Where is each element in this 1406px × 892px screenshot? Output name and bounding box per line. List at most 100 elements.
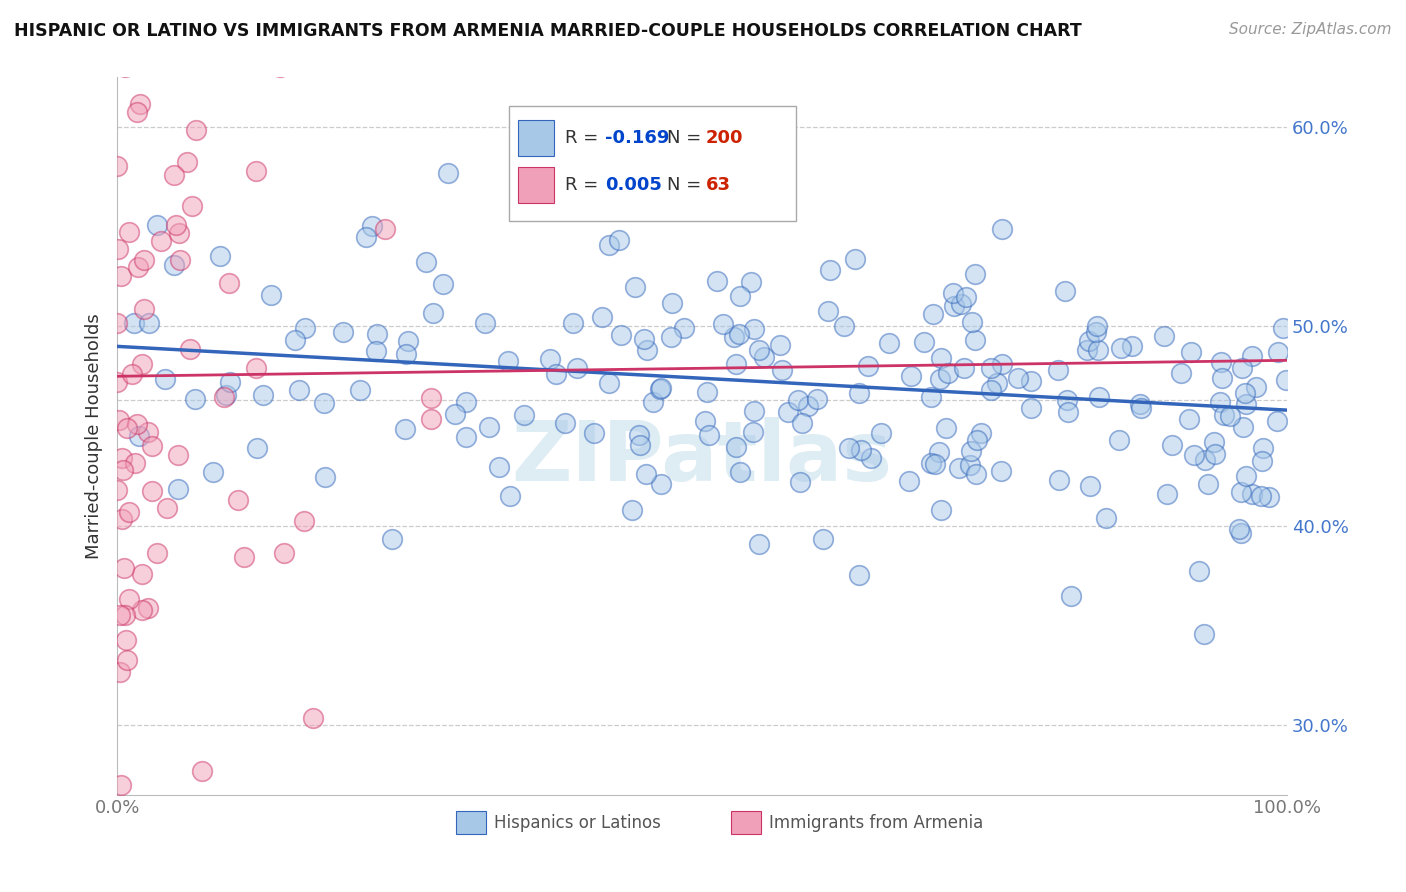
Point: [966, 434, 988, 448]
Point: [748, 537, 770, 551]
Point: [110, 778, 132, 792]
Point: [111, 451, 134, 466]
FancyBboxPatch shape: [731, 811, 761, 834]
Point: [1208, 394, 1230, 409]
Point: [1059, 589, 1081, 603]
Point: [269, 61, 291, 75]
Point: [132, 253, 155, 268]
Point: [366, 327, 388, 342]
Point: [538, 352, 561, 367]
Point: [1209, 354, 1232, 368]
Point: [554, 417, 576, 431]
Point: [117, 421, 139, 435]
Point: [415, 255, 437, 269]
Point: [131, 357, 153, 371]
Point: [444, 407, 467, 421]
Point: [122, 317, 145, 331]
Point: [624, 280, 647, 294]
Point: [610, 328, 633, 343]
Point: [246, 441, 269, 455]
Point: [963, 334, 986, 348]
Point: [474, 316, 496, 330]
Point: [153, 372, 176, 386]
Point: [212, 391, 235, 405]
Point: [1087, 343, 1109, 357]
Point: [496, 354, 519, 368]
Point: [201, 466, 224, 480]
Point: [723, 330, 745, 344]
Point: [1250, 454, 1272, 468]
Point: [598, 376, 620, 390]
Point: [110, 268, 132, 283]
Point: [952, 361, 974, 376]
Text: ZIPatlas: ZIPatlas: [512, 417, 893, 498]
Point: [1109, 342, 1132, 356]
Point: [748, 343, 770, 358]
Point: [419, 412, 441, 426]
Point: [218, 277, 240, 291]
Point: [127, 104, 149, 119]
Point: [127, 417, 149, 432]
Point: [163, 258, 186, 272]
Point: [499, 489, 522, 503]
Point: [848, 385, 870, 400]
Text: R =: R =: [565, 176, 605, 194]
Point: [991, 221, 1014, 235]
Point: [121, 367, 143, 381]
Y-axis label: Married-couple Households: Married-couple Households: [86, 313, 103, 559]
Point: [107, 242, 129, 256]
Point: [724, 357, 747, 371]
Point: [146, 546, 169, 560]
Point: [1021, 401, 1043, 416]
Point: [1056, 405, 1078, 419]
Point: [314, 396, 336, 410]
Point: [314, 470, 336, 484]
Point: [942, 299, 965, 313]
Point: [963, 267, 986, 281]
Point: [938, 366, 960, 380]
Point: [565, 360, 588, 375]
Point: [166, 448, 188, 462]
Point: [111, 511, 134, 525]
Point: [115, 633, 138, 648]
Point: [546, 367, 568, 381]
Text: Hispanics or Latinos: Hispanics or Latinos: [494, 814, 661, 831]
Point: [900, 368, 922, 383]
Point: [659, 330, 682, 344]
Point: [1085, 318, 1108, 333]
Point: [582, 425, 605, 440]
Point: [1178, 412, 1201, 426]
Point: [454, 429, 477, 443]
Text: 200: 200: [706, 129, 744, 147]
Point: [432, 277, 454, 291]
Point: [877, 336, 900, 351]
Point: [1275, 373, 1298, 387]
Point: [284, 333, 307, 347]
Point: [105, 159, 128, 173]
Point: [924, 457, 946, 471]
Point: [1194, 452, 1216, 467]
Point: [1227, 523, 1250, 537]
Point: [332, 325, 354, 339]
Point: [728, 289, 751, 303]
Point: [136, 601, 159, 615]
Point: [110, 608, 132, 623]
Point: [354, 230, 377, 244]
Point: [141, 439, 163, 453]
Point: [1232, 360, 1254, 375]
Point: [118, 506, 141, 520]
Point: [302, 711, 325, 725]
Point: [1202, 435, 1225, 450]
Point: [730, 465, 752, 479]
Point: [740, 275, 762, 289]
Point: [294, 321, 316, 335]
Point: [131, 603, 153, 617]
Point: [395, 347, 418, 361]
Point: [797, 399, 820, 413]
Point: [1258, 490, 1281, 504]
Point: [955, 290, 977, 304]
Point: [166, 218, 188, 232]
Text: Immigrants from Armenia: Immigrants from Armenia: [769, 814, 983, 831]
Point: [922, 307, 945, 321]
Point: [648, 383, 671, 397]
